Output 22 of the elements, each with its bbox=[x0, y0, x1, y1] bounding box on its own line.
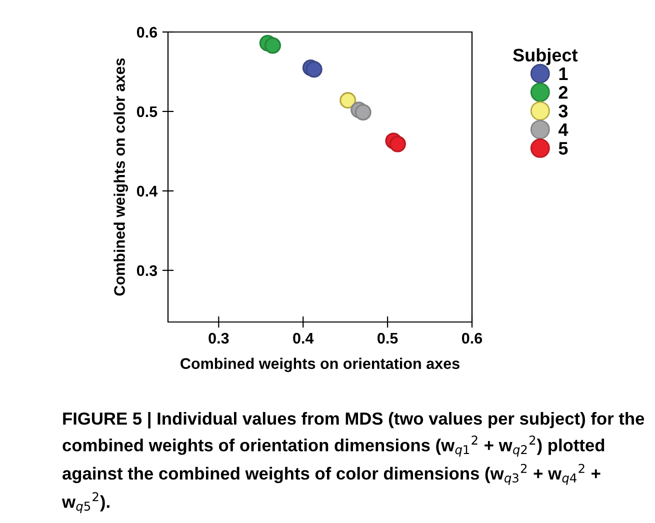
x-tick-label: 0.4 bbox=[293, 332, 314, 344]
point bbox=[306, 61, 322, 78]
legend-label: 3 bbox=[558, 104, 568, 118]
x-tick-label: 0.5 bbox=[378, 332, 398, 344]
point bbox=[354, 104, 372, 121]
y-axis-title: Combined weights on color axes bbox=[114, 58, 128, 296]
y-tick-label: 0.6 bbox=[136, 26, 158, 38]
x-tick-label: 0.3 bbox=[208, 332, 229, 344]
legend-label: 4 bbox=[558, 123, 568, 136]
point bbox=[264, 37, 281, 54]
legend-label: 1 bbox=[559, 68, 568, 80]
legend-title: Subject bbox=[513, 48, 578, 66]
y-tick-label: 0.4 bbox=[136, 186, 158, 197]
point bbox=[340, 92, 356, 109]
x-axis-title: Combined weights on orientation axes bbox=[180, 358, 460, 372]
legend-label: 5 bbox=[558, 142, 568, 155]
y-tick-label: 0.3 bbox=[136, 265, 158, 276]
y-tick-label: 0.5 bbox=[136, 106, 158, 118]
text: FIGURE 5 | Individual values from MDS (two values per subject) for the combined weights of orientation dimensions (w$_{q1}$$^{2}$ + w$_{q2}$$^{2}$) plotted against the combined weights of color dimensions (w$_{q3}$$^{2}$ + w$_{q4}$$^{2}$ + w$_{q5}$$^{2}$). bbox=[62, 412, 644, 514]
x-tick-label: 0.6 bbox=[462, 332, 482, 344]
legend-label: 2 bbox=[558, 86, 568, 99]
point bbox=[389, 136, 406, 152]
